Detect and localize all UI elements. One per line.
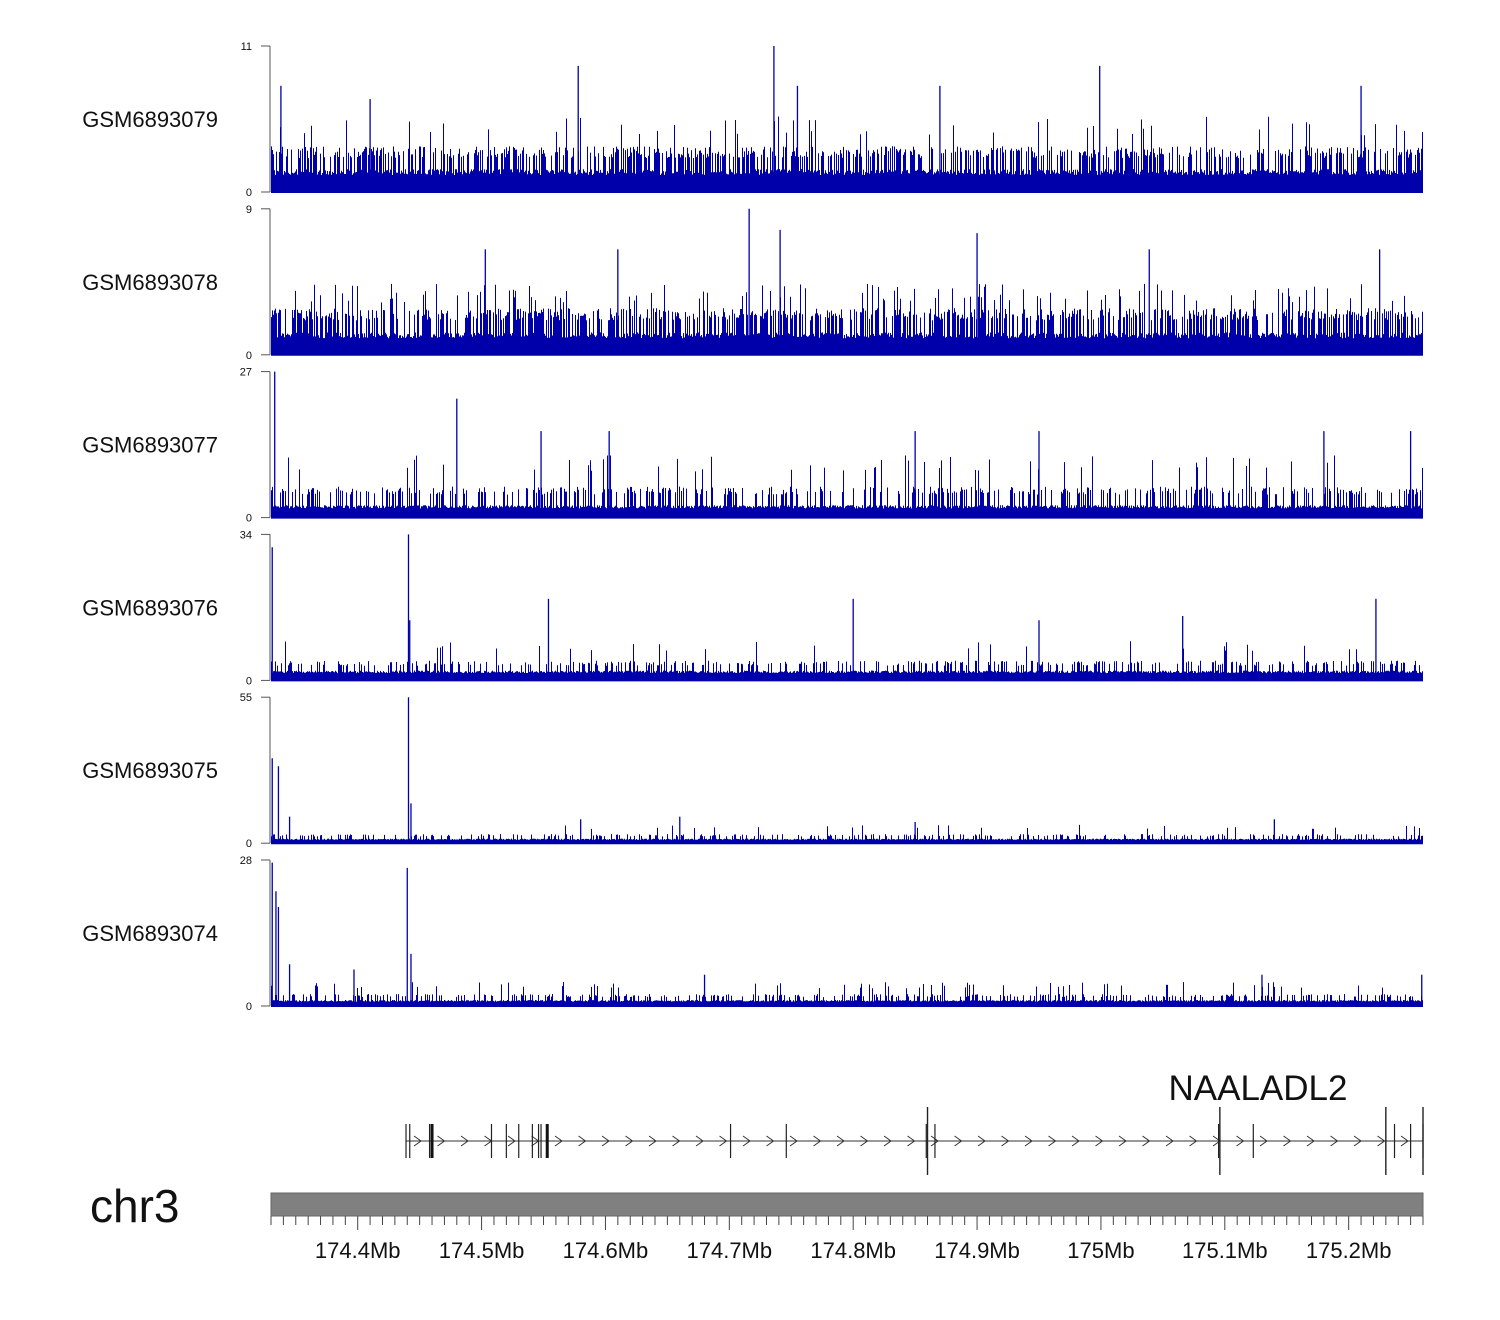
strand-arrow (1095, 1135, 1104, 1147)
strand-arrow (907, 1135, 916, 1147)
strand-arrow (1071, 1135, 1080, 1147)
track-label: GSM6893077 (82, 433, 218, 458)
coverage-track: GSM6893074 28 0 (82, 855, 1423, 1013)
track-label: GSM6893078 (82, 270, 218, 295)
x-tick-label: 175Mb (1067, 1238, 1134, 1263)
coverage-tracks: GSM6893079110GSM689307890GSM6893077270GS… (82, 41, 1423, 1013)
strand-arrow (1165, 1135, 1174, 1147)
strand-arrow (1377, 1135, 1386, 1147)
coverage-track: GSM6893077 27 0 (82, 367, 1423, 525)
track-label: GSM6893075 (82, 758, 218, 783)
strand-arrow (1189, 1135, 1198, 1147)
strand-arrow (742, 1135, 751, 1147)
coverage-area (271, 283, 1423, 355)
strand-arrow (930, 1135, 939, 1147)
strand-arrow (789, 1135, 798, 1147)
strand-arrow (1142, 1135, 1151, 1147)
strand-arrow (813, 1135, 822, 1147)
strand-arrow (860, 1135, 869, 1147)
strand-arrow (719, 1135, 728, 1147)
strand-arrow (507, 1135, 516, 1147)
strand-arrow (460, 1135, 469, 1147)
coverage-area (271, 824, 1423, 844)
strand-arrow (648, 1135, 657, 1147)
strand-arrow (1330, 1135, 1339, 1147)
coverage-track: GSM6893078 9 0 (82, 204, 1423, 362)
x-tick-label: 175.2Mb (1306, 1238, 1392, 1263)
strand-arrow (977, 1135, 986, 1147)
strand-arrow (1400, 1135, 1409, 1147)
strand-arrow (883, 1135, 892, 1147)
strand-arrow (601, 1135, 610, 1147)
y-tick-label: 55 (240, 692, 252, 704)
strand-arrow (836, 1135, 845, 1147)
y-tick-label: 9 (246, 204, 252, 216)
strand-arrow (672, 1135, 681, 1147)
coverage-area (271, 455, 1423, 518)
coverage-area (271, 641, 1423, 681)
genome-axis-track: chr3 174.4Mb 174.5Mb 174.6Mb 174.7Mb 174.8Mb 1… (90, 1180, 1424, 1263)
y-tick-label: 0 (246, 675, 252, 687)
strand-arrow (1118, 1135, 1127, 1147)
strand-arrow (625, 1135, 634, 1147)
coverage-area (271, 116, 1423, 192)
track-label: GSM6893076 (82, 595, 218, 620)
x-tick-label: 174.5Mb (439, 1238, 525, 1263)
strand-arrow (766, 1135, 775, 1147)
x-tick-label: 174.4Mb (315, 1238, 401, 1263)
strand-arrow (437, 1135, 446, 1147)
y-tick-label: 27 (240, 367, 252, 379)
y-tick-label: 0 (246, 513, 252, 525)
chromosome-label: chr3 (90, 1180, 179, 1232)
strand-arrow (554, 1135, 563, 1147)
y-tick-label: 28 (240, 855, 252, 867)
strand-arrow (954, 1135, 963, 1147)
y-tick-label: 0 (246, 838, 252, 850)
chromosome-bar (270, 1192, 1424, 1217)
strand-arrow (1283, 1135, 1292, 1147)
y-tick-label: 0 (246, 350, 252, 362)
strand-arrow (578, 1135, 587, 1147)
y-tick-label: 0 (246, 1001, 252, 1013)
strand-arrow (1306, 1135, 1315, 1147)
track-label: GSM6893079 (82, 107, 218, 132)
strand-arrow (1259, 1135, 1268, 1147)
track-label: GSM6893074 (82, 921, 218, 946)
strand-arrow (1024, 1135, 1033, 1147)
y-tick-label: 34 (240, 529, 252, 541)
y-tick-label: 0 (246, 187, 252, 199)
strand-arrow (1001, 1135, 1010, 1147)
coverage-track: GSM6893079 11 0 (82, 41, 1423, 199)
coverage-area (271, 982, 1423, 1006)
gene-exon-thick (430, 1124, 434, 1158)
x-tick-label: 174.7Mb (687, 1238, 773, 1263)
gene-track: NAALADL2 (405, 1069, 1424, 1175)
strand-arrow (1353, 1135, 1362, 1147)
gene-exon-thick (545, 1124, 549, 1158)
coverage-track: GSM6893075 55 0 (82, 692, 1423, 850)
strand-arrow (413, 1135, 422, 1147)
gene-name: NAALADL2 (1169, 1069, 1348, 1108)
strand-arrow (1048, 1135, 1057, 1147)
coverage-track: GSM6893076 34 0 (82, 529, 1423, 687)
x-tick-label: 175.1Mb (1182, 1238, 1268, 1263)
strand-arrow (695, 1135, 704, 1147)
strand-arrow (1236, 1135, 1245, 1147)
y-tick-label: 11 (241, 41, 252, 53)
x-tick-label: 174.6Mb (563, 1238, 649, 1263)
x-tick-label: 174.8Mb (810, 1238, 896, 1263)
x-tick-label: 174.9Mb (934, 1238, 1020, 1263)
